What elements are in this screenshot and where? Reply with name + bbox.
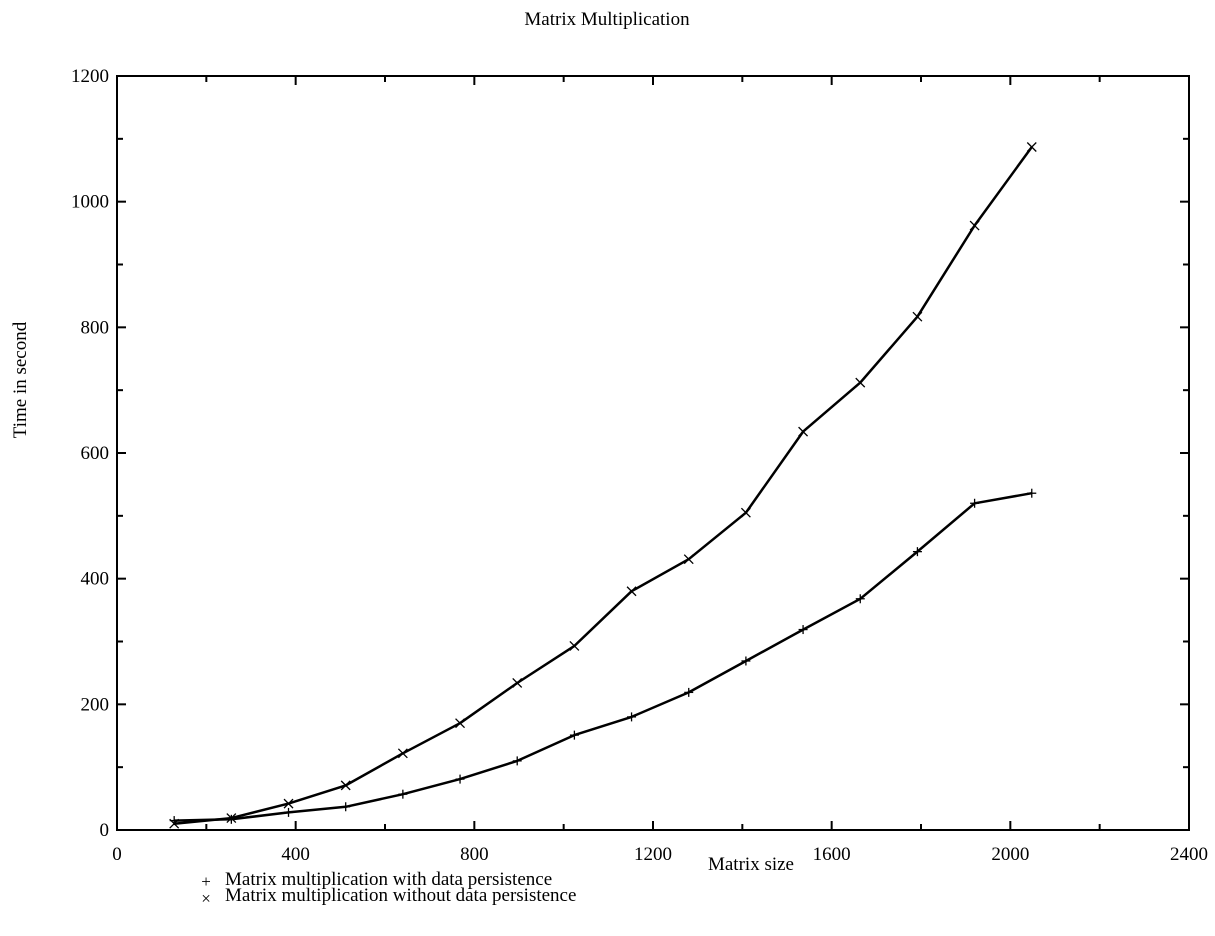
y-tick-label: 400 [81, 569, 110, 590]
x-tick-label: 800 [460, 844, 489, 865]
y-tick-label: 600 [81, 443, 110, 464]
data-point [684, 687, 694, 697]
data-point [455, 774, 465, 784]
series-layer [169, 142, 1037, 829]
data-point [1027, 488, 1037, 498]
data-point [169, 818, 180, 829]
x-axis-label: Matrix size [708, 854, 794, 875]
data-point [970, 498, 980, 508]
x-tick-label: 0 [112, 844, 122, 865]
x-tick-label: 2000 [991, 844, 1029, 865]
legend-label-with-persistence: Matrix multiplication with data persiste… [225, 869, 552, 890]
y-tick-label: 1000 [71, 192, 109, 213]
data-point [798, 426, 809, 437]
data-point [969, 220, 980, 231]
data-point [283, 798, 294, 809]
legend-label-without-persistence: Matrix multiplication without data persi… [225, 885, 576, 906]
y-tick-label: 1200 [71, 66, 109, 87]
data-point [912, 547, 922, 557]
data-point [340, 780, 351, 791]
y-tick-label: 800 [81, 317, 110, 338]
plot-frame [116, 75, 1190, 831]
data-point [740, 507, 751, 518]
data-point [512, 756, 522, 766]
legend-marker-without-persistence: × [201, 889, 211, 908]
data-point [683, 554, 694, 565]
axis-tick-labels: 0 400 800 1200 1600 2000 2400 0 200 400 600 800 1000… [71, 66, 1208, 865]
data-point [798, 625, 808, 635]
data-point [627, 712, 637, 722]
axis-ticks [116, 75, 1190, 831]
data-point [855, 594, 865, 604]
series-line-1 [174, 146, 1033, 825]
data-point [397, 748, 408, 759]
data-point [455, 718, 465, 729]
data-point [512, 678, 523, 688]
y-tick-label: 0 [100, 820, 110, 841]
data-point [1026, 142, 1037, 152]
x-tick-label: 400 [281, 844, 310, 865]
data-point [226, 813, 237, 824]
y-tick-label: 200 [81, 694, 110, 715]
data-point [284, 807, 294, 817]
data-point [912, 311, 923, 322]
chart-title: Matrix Multiplication [524, 9, 690, 30]
data-point [569, 730, 579, 740]
data-point [741, 656, 751, 666]
data-point [398, 789, 408, 799]
legend: + Matrix multiplication with data persis… [201, 869, 576, 908]
data-point [341, 802, 351, 812]
legend-marker-with-persistence: + [201, 872, 211, 891]
data-point [569, 640, 580, 651]
series-line-0 [174, 491, 1033, 822]
data-point [855, 377, 866, 388]
x-tick-label: 1200 [634, 844, 672, 865]
x-tick-label: 2400 [1170, 844, 1208, 865]
data-point [626, 586, 637, 597]
x-tick-label: 1600 [813, 844, 851, 865]
y-axis-label: Time in second [10, 321, 31, 438]
